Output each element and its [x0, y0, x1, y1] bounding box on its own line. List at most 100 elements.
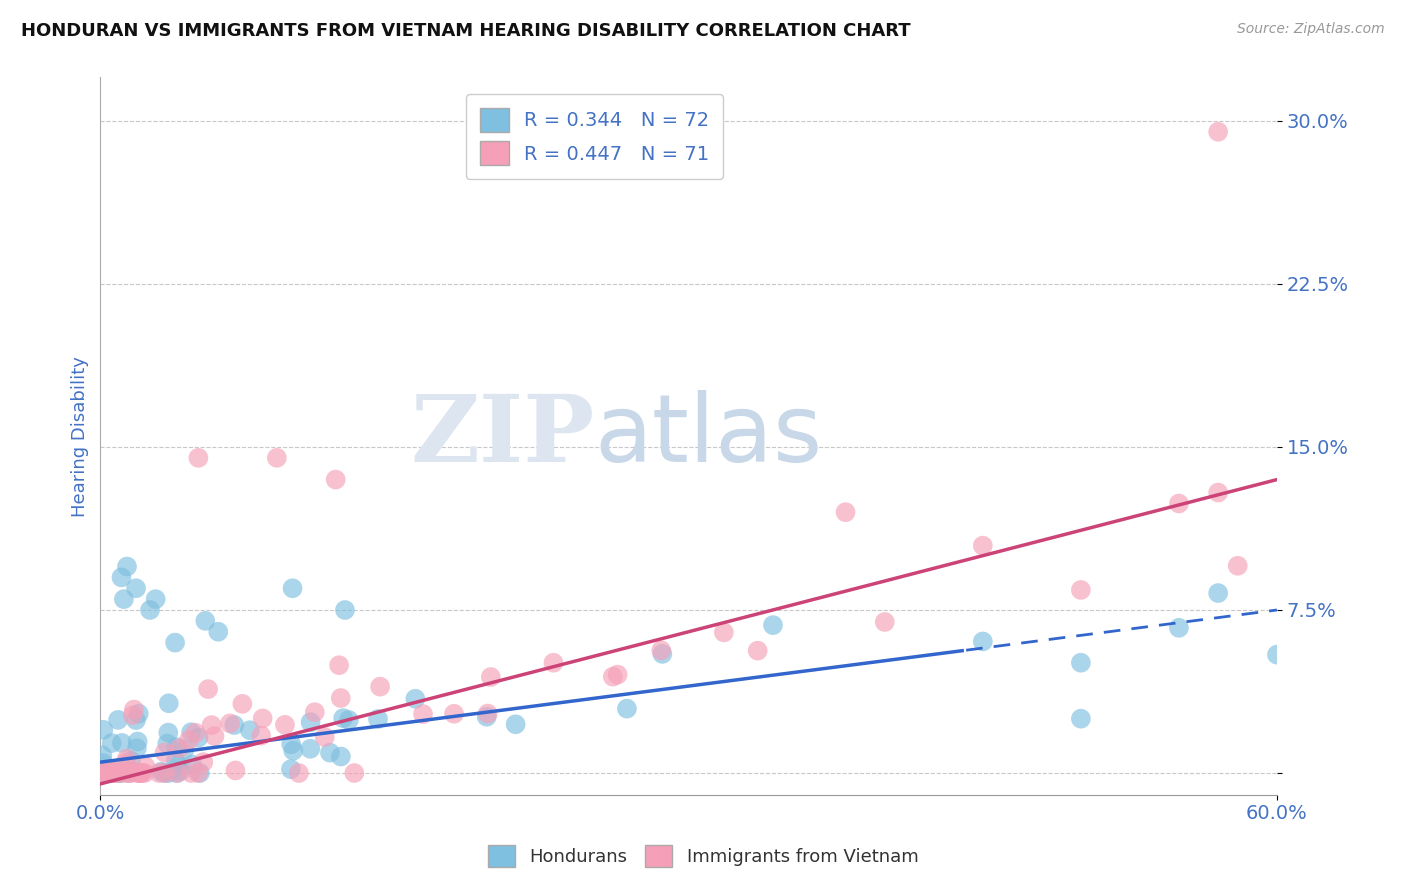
- Point: [280, 737, 302, 751]
- Point: [252, 711, 274, 725]
- Point: [1070, 656, 1092, 670]
- Point: [157, 725, 180, 739]
- Point: [139, 603, 162, 617]
- Point: [131, 766, 153, 780]
- Point: [112, 592, 135, 607]
- Point: [602, 670, 624, 684]
- Legend: Hondurans, Immigrants from Vietnam: Hondurans, Immigrants from Vietnam: [481, 838, 925, 874]
- Point: [505, 717, 527, 731]
- Point: [91, 756, 114, 770]
- Point: [166, 766, 188, 780]
- Point: [118, 766, 141, 780]
- Point: [165, 755, 187, 769]
- Point: [328, 658, 350, 673]
- Point: [128, 706, 150, 721]
- Point: [165, 739, 187, 754]
- Point: [477, 706, 499, 721]
- Point: [129, 766, 152, 780]
- Point: [219, 716, 242, 731]
- Point: [834, 505, 856, 519]
- Point: [98, 764, 121, 778]
- Y-axis label: Hearing Disability: Hearing Disability: [72, 356, 89, 516]
- Point: [443, 706, 465, 721]
- Point: [207, 624, 229, 639]
- Point: [97, 766, 120, 780]
- Point: [169, 764, 191, 778]
- Point: [1206, 125, 1229, 139]
- Point: [1226, 558, 1249, 573]
- Point: [125, 581, 148, 595]
- Point: [404, 691, 426, 706]
- Point: [134, 766, 156, 780]
- Point: [145, 592, 167, 607]
- Point: [111, 736, 134, 750]
- Point: [332, 711, 354, 725]
- Point: [204, 729, 226, 743]
- Point: [616, 701, 638, 715]
- Point: [650, 643, 672, 657]
- Text: HONDURAN VS IMMIGRANTS FROM VIETNAM HEARING DISABILITY CORRELATION CHART: HONDURAN VS IMMIGRANTS FROM VIETNAM HEAR…: [21, 22, 911, 40]
- Point: [173, 742, 195, 756]
- Point: [91, 766, 114, 780]
- Point: [98, 766, 121, 780]
- Point: [184, 725, 207, 739]
- Point: [169, 741, 191, 756]
- Point: [125, 741, 148, 756]
- Point: [115, 751, 138, 765]
- Point: [188, 766, 211, 780]
- Point: [157, 696, 180, 710]
- Point: [107, 713, 129, 727]
- Text: Source: ZipAtlas.com: Source: ZipAtlas.com: [1237, 22, 1385, 37]
- Point: [475, 710, 498, 724]
- Point: [127, 734, 149, 748]
- Point: [606, 667, 628, 681]
- Point: [367, 712, 389, 726]
- Point: [187, 731, 209, 745]
- Point: [283, 744, 305, 758]
- Point: [299, 741, 322, 756]
- Point: [193, 755, 215, 769]
- Point: [114, 756, 136, 770]
- Point: [762, 618, 785, 632]
- Point: [1070, 582, 1092, 597]
- Point: [156, 737, 179, 751]
- Point: [103, 766, 125, 780]
- Point: [150, 764, 173, 779]
- Point: [153, 766, 176, 780]
- Point: [107, 764, 129, 778]
- Point: [337, 713, 360, 727]
- Point: [104, 766, 127, 780]
- Text: ZIP: ZIP: [411, 391, 595, 481]
- Point: [412, 707, 434, 722]
- Point: [1167, 496, 1189, 510]
- Point: [288, 766, 311, 780]
- Point: [128, 766, 150, 780]
- Point: [224, 764, 246, 778]
- Point: [93, 723, 115, 737]
- Point: [194, 614, 217, 628]
- Point: [134, 759, 156, 773]
- Point: [108, 766, 131, 780]
- Point: [747, 643, 769, 657]
- Point: [314, 730, 336, 744]
- Point: [200, 718, 222, 732]
- Point: [118, 766, 141, 780]
- Point: [120, 766, 142, 780]
- Point: [115, 559, 138, 574]
- Point: [972, 539, 994, 553]
- Point: [231, 697, 253, 711]
- Point: [107, 766, 129, 780]
- Point: [91, 766, 114, 780]
- Point: [91, 748, 114, 763]
- Point: [543, 656, 565, 670]
- Point: [122, 702, 145, 716]
- Point: [97, 766, 120, 780]
- Point: [479, 670, 502, 684]
- Point: [187, 766, 209, 780]
- Point: [1206, 485, 1229, 500]
- Point: [1265, 648, 1288, 662]
- Point: [100, 766, 122, 780]
- Point: [280, 762, 302, 776]
- Point: [180, 725, 202, 739]
- Point: [167, 758, 190, 772]
